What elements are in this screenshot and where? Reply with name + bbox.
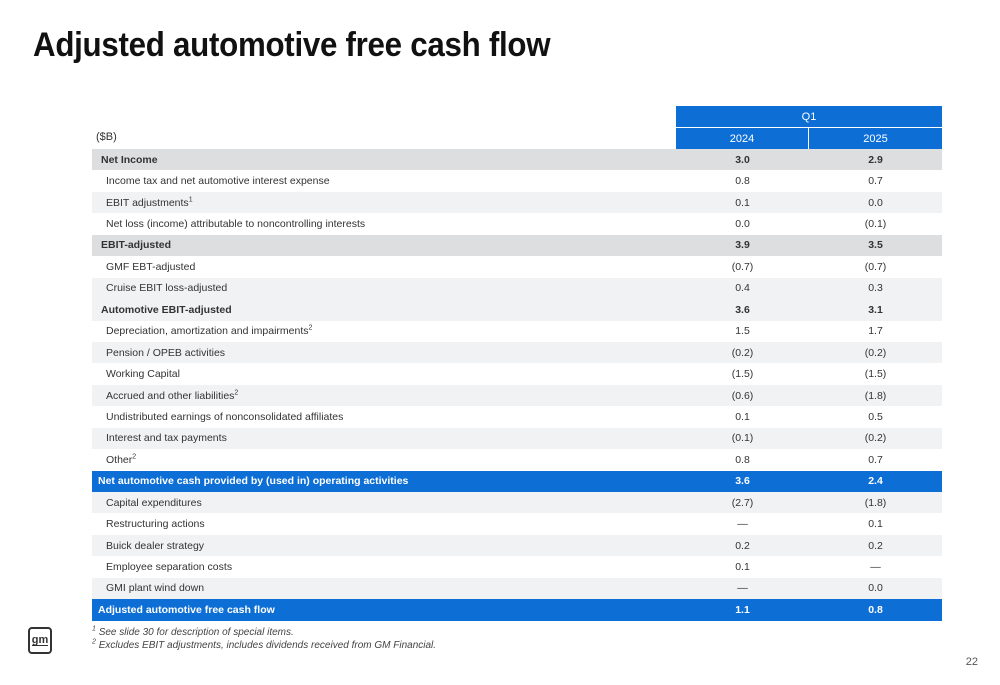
table-row: GMI plant wind down — 0.0: [92, 577, 942, 600]
row-label: Undistributed earnings of nonconsolidate…: [106, 410, 344, 423]
value-2025: 2.9: [868, 153, 883, 166]
value-2025: 0.7: [868, 453, 883, 466]
page-title: Adjusted automotive free cash flow: [33, 26, 551, 64]
row-label: Interest and tax payments: [106, 432, 227, 445]
row-label: Other2: [106, 453, 137, 466]
row-label: Income tax and net automotive interest e…: [106, 175, 330, 188]
cash-flow-table: Net Income 3.0 2.9 Income tax and net autom…: [92, 149, 942, 621]
value-2024: 3.6: [735, 303, 750, 316]
row-label: Pension / OPEB activities: [106, 346, 226, 359]
value-2024: 3.9: [735, 239, 750, 252]
value-2025: 3.5: [868, 239, 883, 252]
row-label: EBIT-adjusted: [101, 239, 172, 252]
table-row: Undistributed earnings of nonconsolidate…: [92, 406, 942, 427]
value-2025: (1.8): [864, 496, 887, 509]
value-2025: (0.7): [864, 260, 887, 273]
row-label: Automotive EBIT-adjusted: [101, 303, 232, 316]
row-label: GMI plant wind down: [106, 582, 205, 595]
value-2025: 0.2: [868, 539, 883, 552]
row-label: Capital expenditures: [106, 496, 202, 509]
row-label: Working Capital: [106, 368, 180, 381]
period-header: Q1: [676, 106, 942, 127]
value-2024: 0.2: [735, 539, 750, 552]
table-row: Interest and tax payments (0.1) (0.2): [92, 427, 942, 450]
value-2025: 0.5: [868, 410, 883, 423]
value-2025: 0.1: [868, 518, 883, 531]
value-2024: 0.0: [735, 218, 750, 231]
value-2024: 0.1: [735, 561, 750, 574]
table-row: Automotive EBIT-adjusted 3.6 3.1: [92, 299, 942, 321]
page-number: 22: [965, 656, 978, 668]
value-2024: 0.4: [735, 282, 750, 295]
value-2025: (1.8): [864, 389, 887, 402]
value-2025: (1.5): [864, 368, 887, 381]
value-2024: (1.5): [731, 368, 754, 381]
value-2025: (0.2): [864, 432, 887, 445]
row-label: Adjusted automotive free cash flow: [98, 603, 275, 616]
row-label: Cruise EBIT loss-adjusted: [106, 282, 228, 295]
row-label: Net Income: [101, 153, 158, 166]
table-row: Net loss (income) attributable to noncon…: [92, 213, 942, 234]
table-row: Income tax and net automotive interest e…: [92, 170, 942, 191]
table-row: Depreciation, amortization and impairmen…: [92, 321, 942, 342]
table-row: Adjusted automotive free cash flow 1.1 0.8: [92, 599, 942, 621]
table-row: EBIT adjustments1 0.1 0.0: [92, 191, 942, 214]
table-row: Capital expenditures (2.7) (1.8): [92, 492, 942, 514]
value-2024: (0.6): [731, 389, 754, 402]
value-2024: 3.0: [735, 153, 750, 166]
value-2025: 3.1: [868, 303, 883, 316]
value-2024: (0.2): [731, 346, 754, 359]
value-2025: (0.1): [864, 218, 887, 231]
value-2024: —: [737, 518, 748, 531]
value-2025: 0.3: [868, 282, 883, 295]
value-2024: (0.1): [731, 432, 754, 445]
value-2024: 0.8: [735, 453, 750, 466]
row-label: Accrued and other liabilities2: [106, 389, 239, 402]
value-2024: (2.7): [731, 496, 754, 509]
table-row: Employee separation costs 0.1 —: [92, 556, 942, 577]
table-row: Pension / OPEB activities (0.2) (0.2): [92, 341, 942, 364]
row-label: Depreciation, amortization and impairmen…: [106, 324, 313, 338]
value-2025: 2.4: [868, 475, 883, 488]
value-2024: 1.5: [735, 325, 750, 338]
table-row: GMF EBT-adjusted (0.7) (0.7): [92, 256, 942, 277]
table-row: Buick dealer strategy 0.2 0.2: [92, 534, 942, 557]
table-row: Accrued and other liabilities2 (0.6) (1.8): [92, 384, 942, 407]
footnote-1: 1 See slide 30 for description of specia…: [92, 625, 294, 638]
row-label: GMF EBT-adjusted: [106, 260, 196, 273]
value-2024: (0.7): [731, 260, 754, 273]
value-2024: 0.8: [735, 175, 750, 188]
value-2025: 1.7: [868, 325, 883, 338]
value-2024: 0.1: [735, 196, 750, 209]
row-label: Net loss (income) attributable to noncon…: [106, 218, 366, 231]
footnote-2: 2 Excludes EBIT adjustments, includes di…: [92, 638, 437, 651]
table-row: Net automotive cash provided by (used in…: [92, 470, 942, 492]
value-2025: (0.2): [864, 346, 887, 359]
table-row: Cruise EBIT loss-adjusted 0.4 0.3: [92, 277, 942, 300]
unit-label: ($B): [96, 131, 117, 143]
row-label: Buick dealer strategy: [106, 539, 205, 552]
value-2025: 0.7: [868, 175, 883, 188]
value-2025: 0.8: [868, 603, 883, 616]
row-label: Restructuring actions: [106, 518, 205, 531]
year-header-2024: 2024: [676, 128, 808, 149]
table-row: Net Income 3.0 2.9: [92, 149, 942, 171]
row-label: EBIT adjustments1: [106, 196, 193, 209]
table-row: EBIT-adjusted 3.9 3.5: [92, 234, 942, 257]
gm-logo: gm: [28, 627, 52, 654]
value-2025: —: [870, 561, 881, 574]
table-row: Other2 0.8 0.7: [92, 449, 942, 470]
row-label: Net automotive cash provided by (used in…: [98, 475, 409, 488]
value-2025: 0.0: [868, 582, 883, 595]
value-2024: —: [737, 582, 748, 595]
table-row: Working Capital (1.5) (1.5): [92, 363, 942, 384]
table-row: Restructuring actions — 0.1: [92, 513, 942, 534]
value-2024: 3.6: [735, 475, 750, 488]
value-2025: 0.0: [868, 196, 883, 209]
row-label: Employee separation costs: [106, 561, 233, 574]
value-2024: 0.1: [735, 410, 750, 423]
year-header-2025: 2025: [809, 128, 942, 149]
value-2024: 1.1: [735, 603, 750, 616]
